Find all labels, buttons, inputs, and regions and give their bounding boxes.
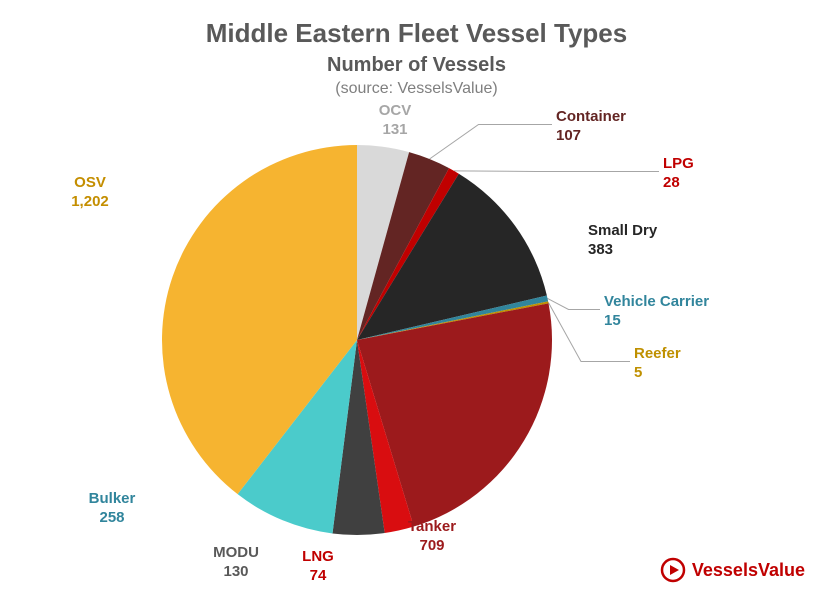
brand-text: VesselsValue <box>692 560 805 581</box>
label-vehicle-carrier: Vehicle Carrier15 <box>604 293 709 331</box>
label-container: Container107 <box>556 108 626 146</box>
leader-vehicle-carrier <box>548 298 600 309</box>
label-reefer: Reefer5 <box>634 345 681 383</box>
chart-container: Middle Eastern Fleet Vessel Types Number… <box>0 0 833 599</box>
brand-logo-icon <box>660 557 686 583</box>
label-lpg: LPG28 <box>663 155 694 193</box>
label-small-dry: Small Dry383 <box>588 222 657 260</box>
label-osv: OSV1,202 <box>20 174 160 212</box>
label-modu: MODU130 <box>166 544 306 582</box>
label-bulker: Bulker258 <box>42 490 182 528</box>
brand: VesselsValue <box>660 557 805 583</box>
leader-lpg <box>454 171 659 172</box>
label-ocv: OCV131 <box>325 102 465 140</box>
